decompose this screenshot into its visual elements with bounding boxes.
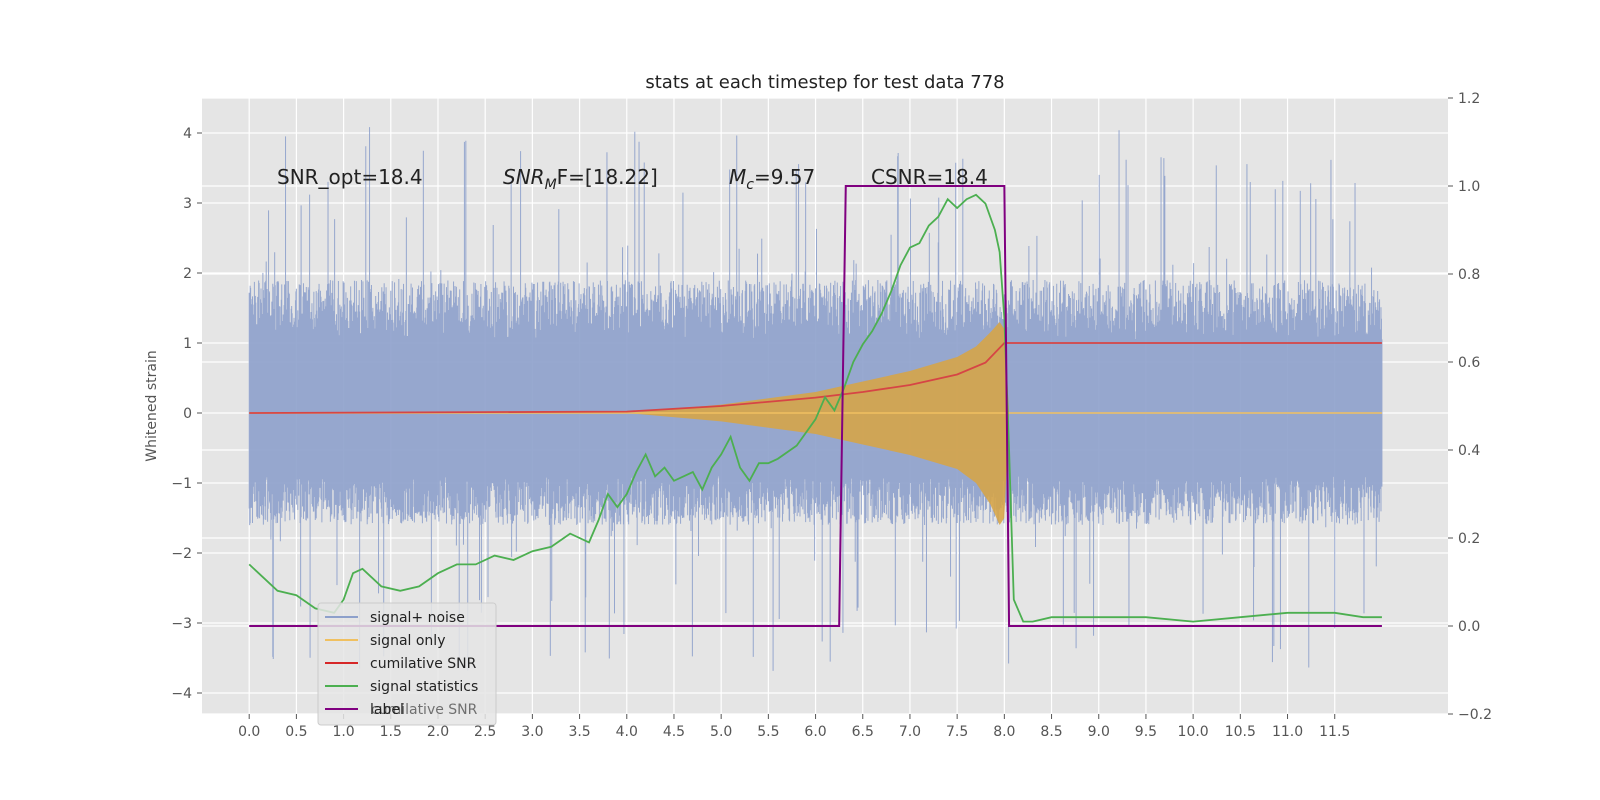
annotation-csnr: CSNR=18.4: [871, 165, 988, 189]
x-tick-label: 8.0: [993, 724, 1015, 740]
x-tick-label: 3.0: [521, 724, 543, 740]
ticks: 0.0 0.5 1.0 1.5 2.0 2.5 3.0 3.5 4.0 4.5 5.0 5.5 6.0 6…: [171, 91, 1492, 740]
legend: cumilative SNR signal+ noise signal only…: [317, 602, 497, 726]
y-tick-label: 3: [183, 196, 192, 212]
y-tick-label: 0: [183, 406, 192, 422]
x-tick-label: 5.0: [710, 724, 732, 740]
y-tick-label: −1: [171, 476, 192, 492]
x-tick-label: 4.0: [616, 724, 638, 740]
annotation-snr-mf-tail: F=[18.22]: [557, 165, 658, 189]
x-tick-label: 9.0: [1088, 724, 1110, 740]
annotation-snr-opt: SNR_opt=18.4: [277, 165, 423, 189]
y-tick-label: −2: [171, 546, 192, 562]
x-tick-label: 0.0: [238, 724, 260, 740]
x-tick-label: 5.5: [757, 724, 779, 740]
legend-label-signal-only: signal only: [370, 633, 445, 649]
x-tick-label: 4.5: [663, 724, 685, 740]
y2-tick-label: 1.0: [1458, 179, 1480, 195]
x-tick-label: 1.5: [380, 724, 402, 740]
x-tick-label: 0.5: [285, 724, 307, 740]
y-tick-label: 2: [183, 266, 192, 282]
x-tick-label: 10.0: [1178, 724, 1209, 740]
y2-tick-label: 0.2: [1458, 531, 1480, 547]
x-tick-label: 8.5: [1040, 724, 1062, 740]
y-tick-label: 1: [183, 336, 192, 352]
label-line: [249, 185, 1382, 627]
x-tick-label: 7.5: [946, 724, 968, 740]
annotation-snr-mf-main: SNR: [503, 165, 545, 189]
legend-label-label: label: [370, 702, 404, 718]
y-tick-label: 4: [183, 126, 192, 142]
legend-hidden-text: cumilative SNR: [371, 702, 478, 718]
x-tick-label: 6.0: [804, 724, 826, 740]
x-tick-label: 10.5: [1225, 724, 1256, 740]
y2-tick-label: 0.8: [1458, 267, 1480, 283]
y-axis-label: Whitened strain: [144, 350, 160, 461]
y-tick-label: −4: [171, 686, 192, 702]
y2-tick-label: 1.2: [1458, 91, 1480, 107]
annotation-mc-tail: =9.57: [754, 165, 815, 189]
annotation-mc-main: M: [729, 165, 746, 189]
legend-label-signal-noise: signal+ noise: [370, 610, 465, 626]
signal-only-envelope: [626, 322, 1382, 525]
legend-box: [317, 602, 497, 726]
x-tick-label: 6.5: [852, 724, 874, 740]
y2-tick-label: 0.6: [1458, 355, 1480, 371]
y2-tick-label: 0.0: [1458, 619, 1480, 635]
annotation-snr-mf-sub: M: [545, 177, 557, 193]
legend-label-cumulative-snr: cumilative SNR: [370, 656, 477, 672]
x-tick-label: 3.5: [568, 724, 590, 740]
x-tick-label: 7.0: [899, 724, 921, 740]
x-tick-label: 11.0: [1272, 724, 1303, 740]
x-tick-label: 1.0: [332, 724, 354, 740]
annotation-snr-mf: SNRMF=[18.22]: [503, 165, 658, 193]
x-tick-label: 9.5: [1135, 724, 1157, 740]
annotation-mc-sub: c: [746, 177, 754, 193]
y-tick-label: −3: [171, 616, 192, 632]
annotations: SNR_opt=18.4 SNRMF=[18.22] Mc=9.57 CSNR=…: [277, 165, 988, 193]
x-tick-label: 11.5: [1319, 724, 1350, 740]
y2-tick-label: 0.4: [1458, 443, 1480, 459]
x-tick-label: 2.5: [474, 724, 496, 740]
chart-title: stats at each timestep for test data 778: [645, 72, 1004, 93]
legend-label-signal-statistics: signal statistics: [370, 679, 478, 695]
y2-tick-label: −0.2: [1458, 707, 1492, 723]
annotation-mc: Mc=9.57: [729, 165, 815, 193]
line-series: [248, 185, 1382, 627]
cumulative-snr-line: [249, 342, 1382, 414]
x-tick-label: 2.0: [427, 724, 449, 740]
